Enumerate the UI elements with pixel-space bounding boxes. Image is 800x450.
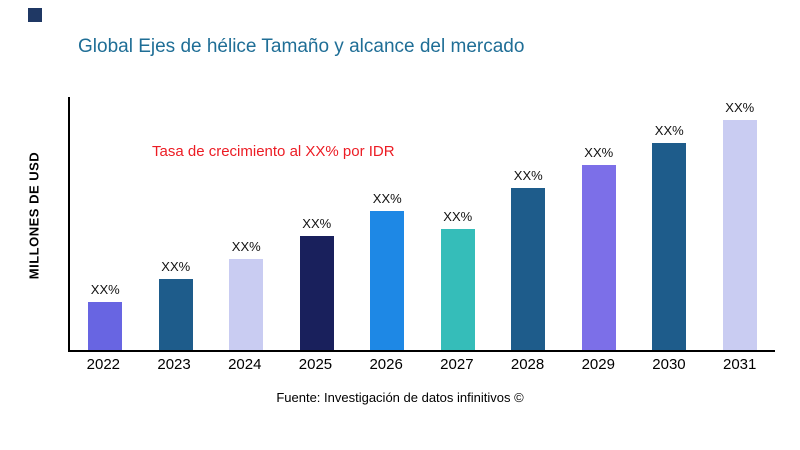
bar	[722, 119, 757, 350]
brand-logo	[28, 8, 42, 22]
bar-group-2029: XX%	[564, 97, 635, 350]
bar	[229, 258, 264, 350]
bar-value-label: XX%	[513, 168, 543, 184]
bar-value-label: XX%	[443, 208, 473, 224]
bar-value-label: XX%	[654, 122, 684, 138]
bar-group-2025: XX%	[282, 97, 353, 350]
chart-title: Global Ejes de hélice Tamaño y alcance d…	[78, 36, 525, 57]
bars-container: XX% XX% XX% XX% XX% XX% XX% XX% XX% XX%	[70, 97, 775, 350]
bar	[370, 210, 405, 350]
bar-group-2022: XX%	[70, 97, 141, 350]
bar-value-label: XX%	[725, 99, 755, 115]
x-tick-label: 2031	[722, 356, 757, 373]
x-tick-label: 2022	[86, 356, 121, 373]
source-caption: Fuente: Investigación de datos infinitiv…	[276, 390, 524, 405]
bar	[299, 236, 334, 350]
x-tick-label: 2024	[228, 356, 262, 373]
bar	[158, 279, 193, 350]
bar	[440, 228, 475, 350]
bar-group-2027: XX%	[423, 97, 494, 350]
bar-value-label: XX%	[161, 259, 191, 275]
plot-area: Tasa de crecimiento al XX% por IDR XX% XX…	[68, 97, 775, 352]
bar-value-label: XX%	[302, 216, 332, 232]
bar-group-2030: XX%	[634, 97, 705, 350]
bar	[652, 142, 687, 350]
y-axis-label: MILLONES DE USD	[26, 151, 42, 280]
bar-value-label: XX%	[372, 190, 402, 206]
bar-group-2026: XX%	[352, 97, 423, 350]
x-tick-label: 2027	[440, 356, 474, 373]
bar-group-2023: XX%	[141, 97, 212, 350]
bar	[581, 165, 616, 350]
bar-group-2028: XX%	[493, 97, 564, 350]
bar-value-label: XX%	[231, 238, 261, 254]
bar-group-2024: XX%	[211, 97, 282, 350]
x-tick-label: 2028	[510, 356, 545, 373]
x-axis-labels: 2022 2023 2024 2025 2026 2027 2028 2029 2030 2031	[68, 356, 775, 373]
bar	[88, 301, 123, 350]
x-tick-label: 2030	[652, 356, 686, 373]
x-tick-label: 2026	[369, 356, 403, 373]
x-tick-label: 2023	[157, 356, 191, 373]
bar-group-2031: XX%	[705, 97, 776, 350]
bar-value-label: XX%	[90, 281, 120, 297]
bar-value-label: XX%	[584, 145, 614, 161]
growth-rate-annotation: Tasa de crecimiento al XX% por IDR	[152, 143, 395, 160]
x-tick-label: 2025	[298, 356, 333, 373]
x-tick-label: 2029	[581, 356, 615, 373]
bar	[511, 188, 546, 350]
